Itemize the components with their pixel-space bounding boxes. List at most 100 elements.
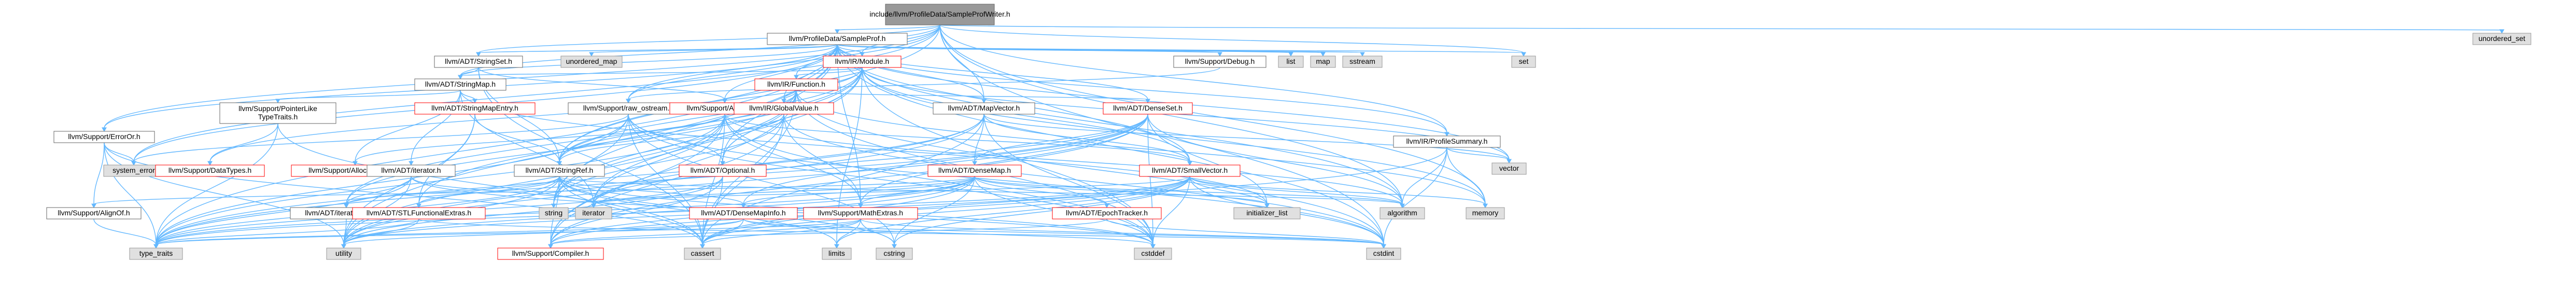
edge-MapVector-to-SmallVector: [983, 114, 1192, 166]
node-sstream[interactable]: sstream: [1342, 56, 1383, 68]
node-initializer_list[interactable]: initializer_list: [1233, 207, 1301, 219]
node-DenseMapInfo[interactable]: llvm/ADT/DenseMapInfo.h: [689, 207, 798, 219]
node-box: [46, 207, 142, 219]
node-GlobalValue[interactable]: llvm/IR/GlobalValue.h: [734, 102, 834, 115]
node-SampleProf[interactable]: llvm/ProfileData/SampleProf.h: [767, 33, 908, 45]
edge-StringRef-to-iterator_range: [344, 176, 560, 209]
edge-StringRef-to-STLFunctionalExtras: [416, 176, 560, 209]
node-unordered_set[interactable]: unordered_set: [2472, 33, 2531, 45]
node-cstdint[interactable]: cstdint: [1366, 248, 1401, 260]
node-box: [1139, 164, 1241, 177]
node-box: [514, 164, 605, 177]
node-iterator[interactable]: llvm/ADT/iterator.h: [367, 164, 456, 177]
node-DenseMap[interactable]: llvm/ADT/DenseMap.h: [927, 164, 1022, 177]
node-box: [684, 248, 721, 260]
edge-SampleProf-to-Module: [837, 44, 865, 57]
node-box: [1052, 207, 1162, 219]
node-type_traits[interactable]: type_traits: [129, 248, 183, 260]
node-box: [414, 102, 536, 115]
node-box: [539, 207, 569, 219]
node-DataTypes[interactable]: llvm/Support/DataTypes.h: [155, 164, 265, 177]
node-DenseSet[interactable]: llvm/ADT/DenseSet.h: [1103, 102, 1193, 115]
edge-root-to-unordered_set: [939, 24, 2504, 34]
edge-SampleProf-to-raw_ostream: [626, 44, 838, 104]
node-box: [1380, 207, 1425, 219]
node-Optional[interactable]: llvm/ADT/Optional.h: [679, 164, 767, 177]
node-box: [1103, 102, 1193, 115]
node-string[interactable]: string: [539, 207, 569, 219]
node-box: [53, 131, 155, 143]
node-cstddef[interactable]: cstddef: [1134, 248, 1172, 260]
node-SmallVector[interactable]: llvm/ADT/SmallVector.h: [1139, 164, 1241, 177]
node-Function[interactable]: llvm/IR/Function.h: [754, 78, 838, 91]
node-Compiler[interactable]: llvm/Support/Compiler.h: [497, 248, 604, 260]
node-StringRef[interactable]: llvm/ADT/StringRef.h: [514, 164, 605, 177]
node-utility[interactable]: utility: [326, 248, 361, 260]
node-box: [1342, 56, 1383, 68]
node-label: cstring: [883, 249, 905, 257]
node-ProfileSummary[interactable]: llvm/IR/ProfileSummary.h: [1393, 135, 1501, 148]
node-MapVector[interactable]: llvm/ADT/MapVector.h: [933, 102, 1035, 115]
node-Module[interactable]: llvm/IR/Module.h: [823, 56, 902, 68]
edge-ProfileSummary-to-vector: [1446, 147, 1512, 164]
node-StringSet[interactable]: llvm/ADT/StringSet.h: [434, 56, 523, 68]
node-label: map: [1316, 57, 1330, 65]
node-Debug[interactable]: llvm/Support/Debug.h: [1173, 56, 1266, 68]
node-box: [754, 78, 838, 91]
edge-ProfileSummary-to-cstdint: [1381, 147, 1447, 249]
node-box: [497, 248, 604, 260]
node-set[interactable]: set: [1511, 56, 1536, 68]
node-memory[interactable]: memory: [1466, 207, 1505, 219]
edge-ProfileSummary-to-cassert: [700, 147, 1447, 249]
edge-SmallVector-to-algorithm: [1189, 176, 1405, 209]
node-label: llvm/IR/Function.h: [767, 80, 825, 88]
node-limits[interactable]: limits: [822, 248, 852, 260]
node-label: llvm/ADT/StringMapEntry.h: [431, 104, 518, 112]
edge-StringMap-to-PointerLikeTypeTraits: [275, 90, 461, 104]
node-box: [1233, 207, 1301, 219]
node-label: sstream: [1349, 57, 1375, 65]
node-cassert[interactable]: cassert: [684, 248, 721, 260]
node-STLFunctionalExtras[interactable]: llvm/ADT/STLFunctionalExtras.h: [352, 207, 486, 219]
node-StringMap[interactable]: llvm/ADT/StringMap.h: [414, 78, 506, 91]
node-StringMapEntry[interactable]: llvm/ADT/StringMapEntry.h: [414, 102, 536, 115]
node-box: [1134, 248, 1172, 260]
edge-Function-to-DenseSet: [796, 90, 1150, 104]
node-label: unordered_map: [566, 57, 617, 65]
node-label: llvm/Support/AlignOf.h: [58, 209, 130, 217]
node-box: [1366, 248, 1401, 260]
node-map[interactable]: map: [1310, 56, 1336, 68]
node-label: iterator: [582, 209, 605, 217]
node-label: llvm/ADT/Optional.h: [691, 166, 755, 174]
node-cstring[interactable]: cstring: [876, 248, 913, 260]
edge-SampleProf-to-algorithm: [837, 44, 1405, 209]
edge-MathExtras-to-limits: [834, 218, 861, 249]
node-system_error[interactable]: system_error: [103, 164, 164, 177]
node-label: limits: [828, 249, 845, 257]
node-algorithm[interactable]: algorithm: [1380, 207, 1425, 219]
node-raw_ostream[interactable]: llvm/Support/raw_ostream.h: [568, 102, 689, 115]
node-iterator_sys[interactable]: iterator: [575, 207, 612, 219]
node-root[interactable]: include/llvm/ProfileData/SampleProfWrite…: [869, 4, 1010, 25]
node-label: initializer_list: [1246, 209, 1287, 217]
edge-Module-to-Function: [794, 67, 863, 80]
node-unordered_map[interactable]: unordered_map: [560, 56, 623, 68]
edge-SampleProf-to-StringSet: [476, 44, 838, 57]
node-label: system_error: [112, 166, 155, 174]
node-AlignOf[interactable]: llvm/Support/AlignOf.h: [46, 207, 142, 219]
node-vector[interactable]: vector: [1491, 162, 1527, 175]
node-ErrorOr[interactable]: llvm/Support/ErrorOr.h: [53, 131, 155, 143]
node-list[interactable]: list: [1278, 56, 1304, 68]
node-label: llvm/Support/ErrorOr.h: [68, 132, 140, 141]
edge-SampleProf-to-set: [837, 44, 1526, 57]
node-label: llvm/ADT/DenseSet.h: [1113, 104, 1183, 112]
node-EpochTracker[interactable]: llvm/ADT/EpochTracker.h: [1052, 207, 1162, 219]
node-label: string: [545, 209, 562, 217]
node-MathExtras[interactable]: llvm/Support/MathExtras.h: [803, 207, 918, 219]
node-box: [1511, 56, 1536, 68]
node-box: [734, 102, 834, 115]
node-box: [414, 78, 506, 91]
edge-DenseSet-to-type_traits: [153, 114, 1148, 249]
edge-Debug-to-raw_ostream: [626, 67, 1220, 104]
